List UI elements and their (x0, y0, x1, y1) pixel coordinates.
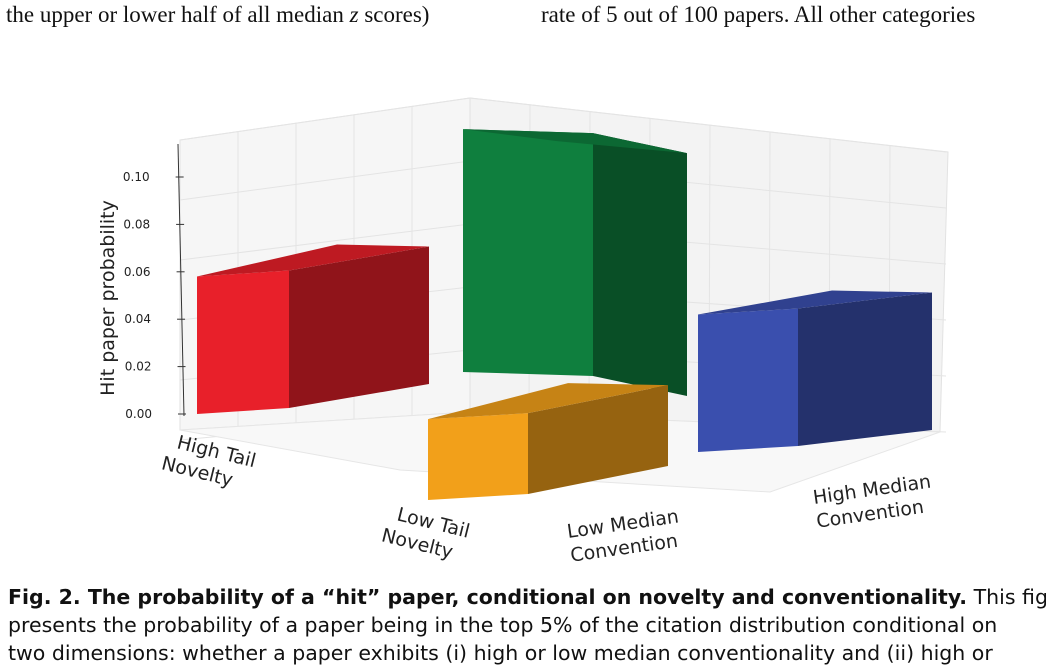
grid-line (179, 97, 471, 141)
y-axis-title: Hit paper probability (97, 200, 119, 396)
figure-caption-line-2: presents the probability of a paper bein… (8, 613, 998, 637)
y-label-high-median-convention: High MedianConvention (812, 471, 936, 533)
y-tick-label: 0.04 (124, 312, 151, 326)
bar-side-face (798, 292, 932, 446)
body-text-top-left: the upper or lower half of all median z … (6, 2, 430, 27)
x-label-low-tail-novelty: Low TailNovelty (379, 501, 472, 566)
bars-group (197, 129, 932, 500)
grid-line (179, 223, 471, 261)
bar-side-face (289, 246, 429, 408)
body-text-top-right: rate of 5 out of 100 papers. All other c… (541, 2, 976, 27)
bar-front-face (698, 308, 798, 452)
bar-top-face (428, 383, 668, 420)
y-tick-label: 0.10 (123, 170, 150, 184)
y-label-low-median-convention: Low MedianConvention (566, 505, 684, 566)
bar-front-face (463, 129, 593, 376)
bar-side-face (593, 133, 687, 396)
bar-side-face (528, 385, 668, 494)
grid-line (179, 160, 471, 201)
bar-top-face (197, 244, 429, 277)
y-axis-line (177, 143, 185, 417)
y-tick-label: 0.00 (125, 407, 152, 421)
bar-front-face (197, 270, 289, 414)
y-axis: 0.00 0.02 0.04 0.06 0.08 0.10 Hit paper probab… (97, 143, 186, 421)
y-tick-label: 0.08 (123, 217, 150, 231)
bar-low-tail-novelty-high-median-convention (698, 290, 932, 452)
figure-caption-line-3: two dimensions: whether a paper exhibits… (8, 641, 993, 665)
bar-top-face (698, 290, 932, 315)
bar-top-face (463, 129, 687, 154)
grid-line (469, 97, 947, 153)
bar-low-tail-novelty-low-median-convention (428, 383, 668, 500)
y-tick-label: 0.02 (125, 360, 152, 374)
figure-caption-line-1: Fig. 2. The probability of a “hit” paper… (8, 585, 1046, 609)
y-tick-label: 0.06 (124, 265, 151, 279)
bar-high-tail-novelty-low-median-convention (197, 244, 429, 414)
chart-3d-bar: 0.00 0.02 0.04 0.06 0.08 0.10 Hit paper probab… (97, 97, 949, 567)
figure-caption-title: Fig. 2. The probability of a “hit” paper… (8, 585, 968, 609)
bar-front-face (428, 413, 528, 500)
bar-high-tail-novelty-high-median-convention (463, 129, 687, 396)
